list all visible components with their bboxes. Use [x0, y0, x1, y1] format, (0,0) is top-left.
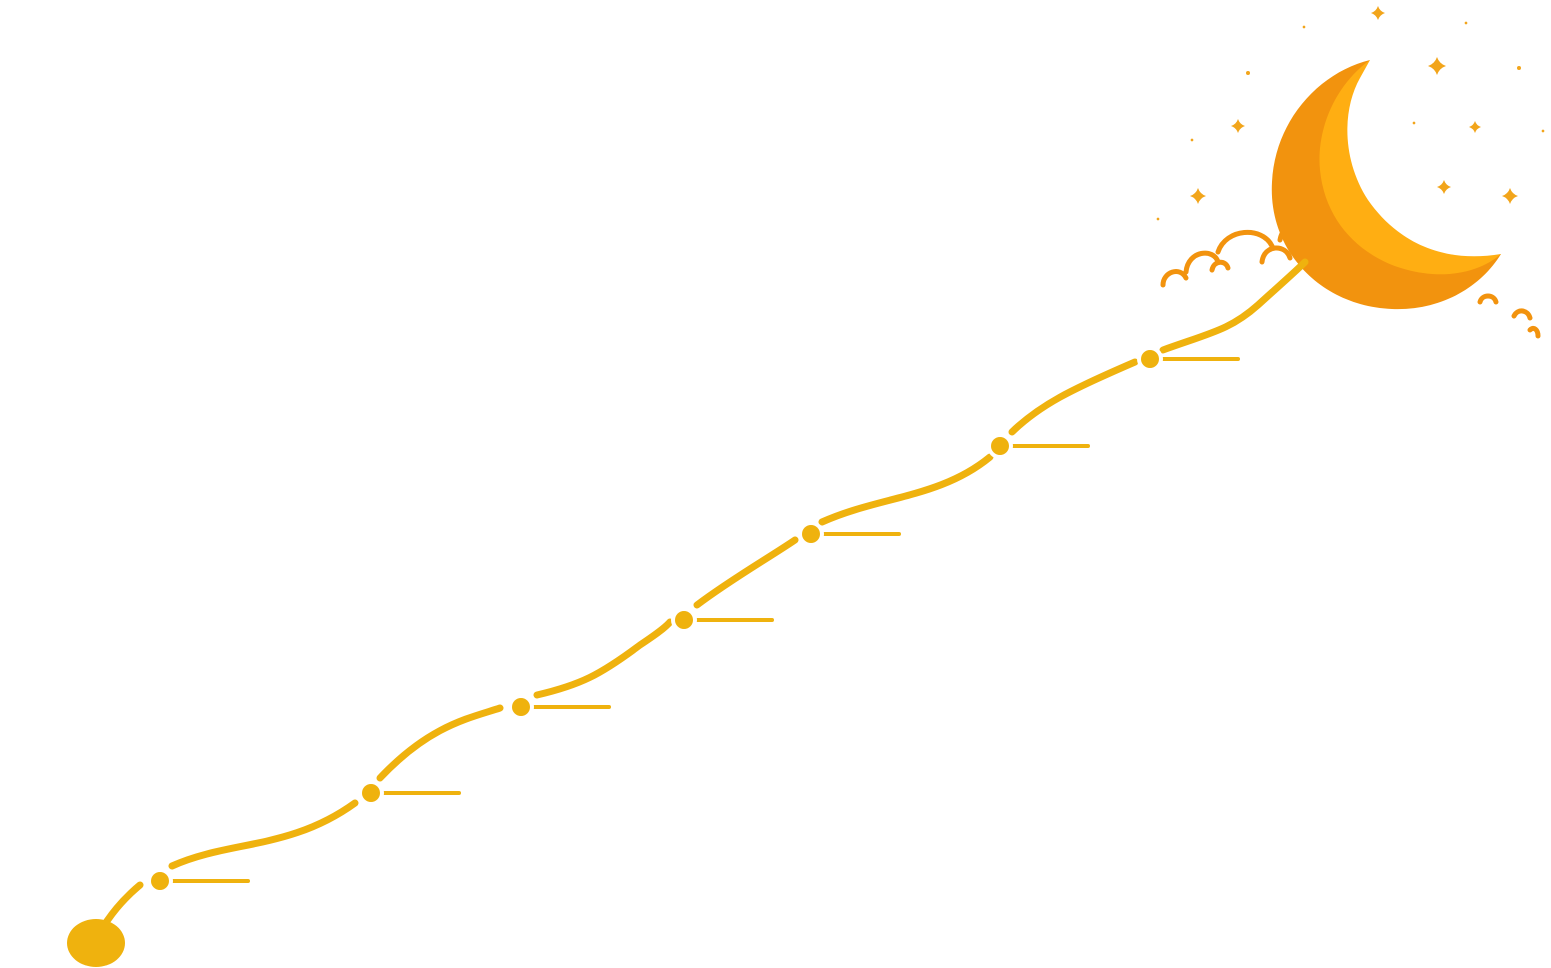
- milestone-dot: [512, 698, 530, 716]
- cloud-icon: [1160, 269, 1189, 288]
- milestone-dot: [151, 872, 169, 890]
- cloud-icon: [1511, 308, 1533, 321]
- milestone-dot: [1141, 350, 1159, 368]
- crescent-moon-icon: [1271, 60, 1501, 310]
- journey-path: [94, 258, 1309, 939]
- star-icon: [1469, 121, 1481, 133]
- cloud-icon: [1209, 259, 1231, 273]
- milestone-dot: [991, 437, 1009, 455]
- star-icon: [1428, 57, 1446, 75]
- cloud-icon: [1259, 245, 1293, 265]
- cloud-icon: [1527, 325, 1541, 339]
- stars-group: [1156, 6, 1545, 221]
- cloud-icon: [1183, 250, 1221, 275]
- star-icon: [1464, 21, 1468, 25]
- milestone-7: [1137, 346, 1240, 372]
- star-icon: [1190, 138, 1194, 142]
- star-icon: [1517, 66, 1521, 70]
- milestone-dot: [362, 784, 380, 802]
- star-icon: [1541, 129, 1545, 133]
- milestone-4: [671, 607, 774, 633]
- start-dot-icon: [67, 919, 125, 967]
- star-icon: [1412, 121, 1416, 125]
- star-icon: [1302, 25, 1306, 29]
- milestone-5: [798, 521, 901, 547]
- milestone-3: [508, 694, 611, 720]
- star-icon: [1190, 188, 1206, 204]
- star-icon: [1437, 180, 1451, 194]
- milestone-1: [147, 868, 250, 894]
- cloud-icon: [1215, 230, 1275, 255]
- moon-inner: [1319, 60, 1501, 275]
- milestone-6: [987, 433, 1090, 459]
- milestone-dot: [802, 525, 820, 543]
- milestone-dot: [675, 611, 693, 629]
- moon-outer: [1271, 60, 1501, 310]
- cloud-icon: [1477, 293, 1499, 305]
- star-icon: [1246, 71, 1250, 75]
- star-icon: [1502, 188, 1518, 204]
- milestones-group: [147, 346, 1240, 894]
- star-icon: [1156, 217, 1160, 221]
- star-icon: [1371, 6, 1385, 20]
- milestone-2: [358, 780, 461, 806]
- star-icon: [1231, 119, 1245, 133]
